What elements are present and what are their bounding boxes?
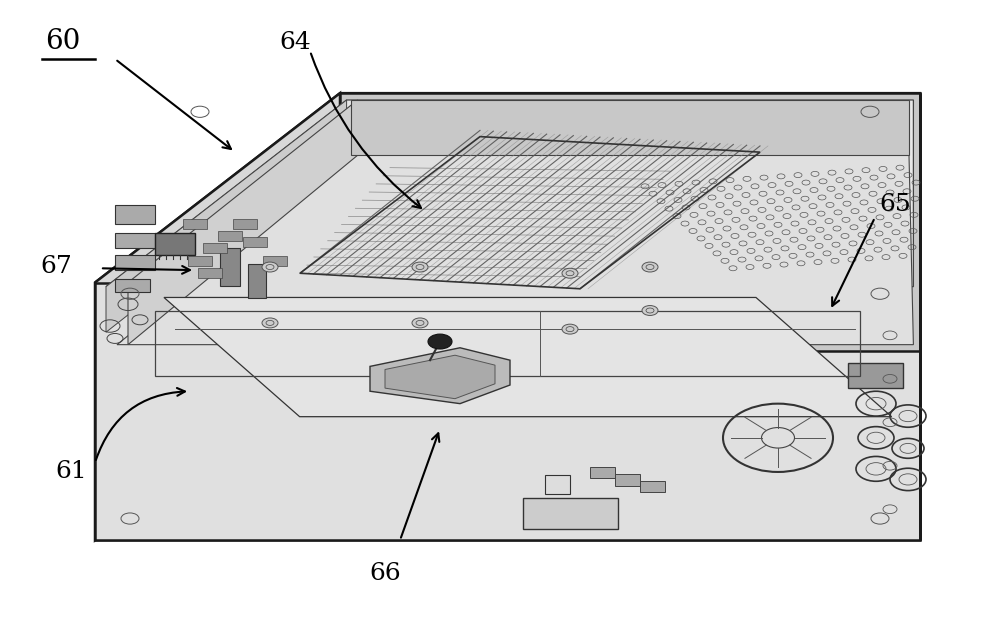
Polygon shape <box>95 351 920 540</box>
Bar <box>115 279 150 292</box>
Bar <box>183 219 207 229</box>
Bar <box>590 467 615 478</box>
Circle shape <box>642 262 658 272</box>
Bar <box>218 231 242 241</box>
Text: 61: 61 <box>55 460 87 483</box>
Bar <box>848 363 903 388</box>
Bar <box>263 256 287 266</box>
Bar <box>243 237 267 247</box>
Bar <box>203 243 227 253</box>
Polygon shape <box>95 93 920 283</box>
Bar <box>220 248 240 286</box>
Text: 65: 65 <box>879 193 911 215</box>
Polygon shape <box>351 100 909 155</box>
Bar <box>115 205 155 224</box>
Text: 64: 64 <box>279 31 311 54</box>
Polygon shape <box>340 93 920 351</box>
Bar <box>198 268 222 278</box>
Bar <box>248 264 266 298</box>
Circle shape <box>562 268 578 278</box>
Bar <box>115 255 155 270</box>
Circle shape <box>428 334 452 349</box>
Circle shape <box>642 306 658 315</box>
Polygon shape <box>117 155 913 345</box>
Polygon shape <box>155 233 195 255</box>
Text: 66: 66 <box>369 562 401 585</box>
Circle shape <box>262 318 278 328</box>
Circle shape <box>412 318 428 328</box>
Polygon shape <box>106 100 347 332</box>
Polygon shape <box>95 93 340 540</box>
Polygon shape <box>95 283 920 540</box>
Polygon shape <box>385 355 495 399</box>
Bar <box>188 256 212 266</box>
Polygon shape <box>106 100 913 287</box>
Circle shape <box>412 262 428 272</box>
Text: 60: 60 <box>45 28 80 55</box>
Polygon shape <box>370 348 510 404</box>
Text: 67: 67 <box>40 255 72 278</box>
Circle shape <box>262 262 278 272</box>
Polygon shape <box>128 100 358 345</box>
Circle shape <box>562 324 578 334</box>
Bar <box>640 481 665 492</box>
Bar <box>545 475 570 494</box>
Bar <box>115 233 155 248</box>
Polygon shape <box>523 498 618 529</box>
Bar <box>615 474 640 486</box>
Polygon shape <box>164 297 892 417</box>
Bar <box>233 219 257 229</box>
